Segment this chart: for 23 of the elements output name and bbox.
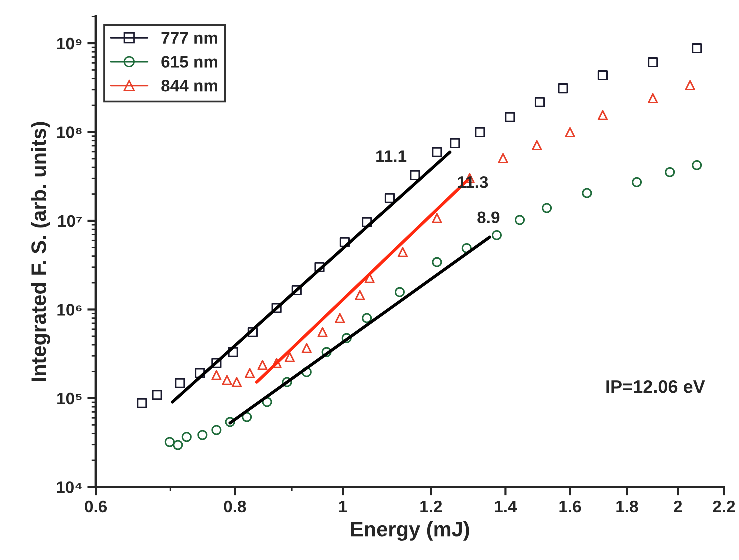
annotation: 8.9 [478, 212, 500, 224]
y-tick-label: 10⁴ [57, 482, 82, 494]
y-tick-label: 10⁷ [58, 215, 82, 228]
legend-label: 777 nm [162, 32, 218, 44]
x-tick-label: 1.6 [560, 500, 582, 513]
x-tick-label: 1 [339, 501, 348, 512]
annotation: 11.1 [376, 150, 407, 162]
x-tick-label: 1.8 [616, 500, 638, 513]
y-axis-title: Integrated F. S. (arb. units) [31, 122, 51, 382]
x-tick-label: 1.2 [420, 500, 442, 512]
x-tick-label: 1.4 [495, 501, 518, 512]
y-tick-label: 10⁹ [57, 38, 82, 50]
y-tick-label: 10⁵ [58, 392, 82, 405]
x-tick-label: 0.6 [85, 500, 108, 513]
y-tick-label: 10⁸ [58, 126, 82, 138]
x-tick-label: 2.2 [713, 500, 736, 512]
legend-label: 615 nm [162, 56, 218, 68]
y-tick-label: 10⁶ [58, 304, 82, 316]
x-tick-label: 2 [674, 500, 682, 512]
x-tick-label: 0.8 [224, 500, 246, 513]
legend-label: 844 nm [162, 80, 218, 92]
annotation: IP=12.06 eV [606, 380, 706, 394]
x-axis-title: Energy (mJ) [351, 521, 470, 541]
